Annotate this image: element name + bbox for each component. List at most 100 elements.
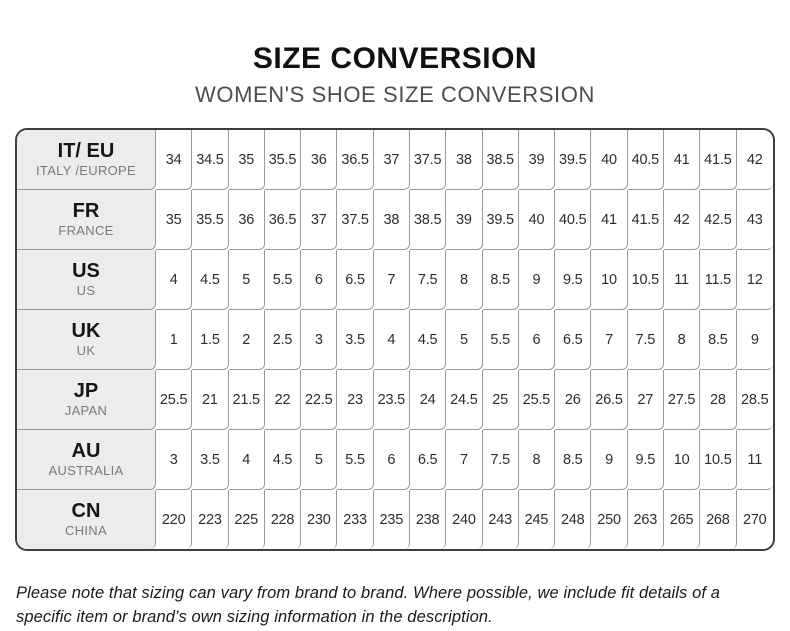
size-cell: 26.5 bbox=[591, 370, 628, 430]
size-cell: 9 bbox=[518, 250, 556, 310]
size-cell: 8 bbox=[518, 430, 556, 490]
size-cell: 12 bbox=[736, 250, 773, 310]
size-cell: 6.5 bbox=[409, 430, 447, 490]
size-cell: 38.5 bbox=[482, 130, 519, 190]
size-cell: 25 bbox=[482, 370, 519, 430]
size-cell: 38.5 bbox=[409, 190, 447, 250]
size-cell: 9.5 bbox=[555, 250, 592, 310]
size-cell: 37 bbox=[301, 190, 338, 250]
size-cell: 228 bbox=[265, 490, 302, 549]
region-name: FRANCE bbox=[58, 222, 114, 238]
region-name: UK bbox=[76, 342, 96, 358]
size-cell: 230 bbox=[301, 490, 338, 549]
size-cell: 21 bbox=[192, 370, 229, 430]
size-cell: 39.5 bbox=[482, 190, 519, 250]
size-cell: 4.5 bbox=[409, 310, 447, 370]
size-cell: 9 bbox=[591, 430, 628, 490]
size-cell: 10 bbox=[591, 250, 628, 310]
page-title: SIZE CONVERSION bbox=[252, 42, 538, 75]
size-cell: 41 bbox=[663, 130, 701, 190]
size-cell: 40.5 bbox=[627, 130, 664, 190]
region-code: CN bbox=[71, 499, 101, 522]
size-cell: 21.5 bbox=[228, 370, 265, 430]
size-cell: 240 bbox=[446, 490, 483, 549]
size-cell: 6 bbox=[518, 310, 556, 370]
size-cell: 37 bbox=[373, 130, 410, 190]
size-cell: 223 bbox=[192, 490, 229, 549]
region-code: IT/ EU bbox=[57, 139, 115, 162]
size-cell: 10 bbox=[663, 430, 701, 490]
size-cell: 39 bbox=[518, 130, 556, 190]
region-code: US bbox=[72, 259, 100, 282]
size-cell: 5 bbox=[228, 250, 265, 310]
table-row: JP JAPAN 25.5 21 21.5 22 22.5 23 23.5 24 24.5 25 25.… bbox=[17, 370, 773, 430]
size-cell: 7.5 bbox=[409, 250, 447, 310]
size-cell: 28.5 bbox=[736, 370, 773, 430]
size-cell: 3.5 bbox=[192, 430, 229, 490]
size-cell: 268 bbox=[700, 490, 737, 549]
size-cell: 225 bbox=[229, 490, 265, 549]
size-cell: 37.5 bbox=[337, 190, 374, 250]
size-cell: 8.5 bbox=[555, 430, 592, 490]
size-cell: 9.5 bbox=[627, 430, 664, 490]
size-cell: 25.5 bbox=[518, 370, 556, 430]
row-header-jp: JP JAPAN bbox=[17, 370, 156, 430]
row-header-au: AU AUSTRALIA bbox=[17, 430, 156, 490]
size-cell: 41 bbox=[591, 190, 628, 250]
size-cell: 7 bbox=[591, 310, 628, 370]
size-cell: 5.5 bbox=[482, 310, 519, 370]
size-cell: 36 bbox=[228, 190, 265, 250]
row-header-us: US US bbox=[17, 250, 156, 310]
region-code: JP bbox=[73, 379, 99, 402]
size-cell: 6 bbox=[373, 430, 410, 490]
size-cell: 235 bbox=[374, 490, 410, 549]
size-cell: 40 bbox=[518, 190, 556, 250]
row-header-uk: UK UK bbox=[17, 310, 156, 370]
size-cell: 220 bbox=[156, 490, 193, 549]
table-row: IT/ EU ITALY /EUROPE 34 34.5 35 35.5 36 36.5 37 3… bbox=[17, 130, 773, 190]
size-cell: 6.5 bbox=[337, 250, 374, 310]
size-cell: 39.5 bbox=[555, 130, 592, 190]
row-header-iteu: IT/ EU ITALY /EUROPE bbox=[17, 130, 156, 190]
size-cell: 7 bbox=[446, 430, 483, 490]
size-cell: 4 bbox=[373, 310, 410, 370]
size-cell: 35 bbox=[156, 190, 193, 250]
size-cell: 37.5 bbox=[409, 130, 447, 190]
size-cell: 4 bbox=[156, 250, 193, 310]
table-row: UK UK 1 1.5 2 2.5 3 3.5 4 4.5 5 5.5 6 6.5 7 7.5 8 8.5 9 bbox=[17, 310, 773, 370]
size-cell: 7.5 bbox=[627, 310, 664, 370]
size-cell: 41.5 bbox=[700, 130, 737, 190]
size-cell: 1 bbox=[156, 310, 193, 370]
size-cell: 34 bbox=[156, 130, 193, 190]
size-cell: 6 bbox=[301, 250, 338, 310]
region-name: AUSTRALIA bbox=[48, 462, 124, 478]
table-row: CN CHINA 220 223 225 228 230 233 235 238 240 243 245… bbox=[17, 490, 773, 549]
size-cell: 36.5 bbox=[337, 130, 374, 190]
row-header-fr: FR FRANCE bbox=[17, 190, 156, 250]
size-cell: 22 bbox=[264, 370, 302, 430]
size-cell: 5 bbox=[446, 310, 483, 370]
size-cell: 263 bbox=[628, 490, 664, 549]
size-cell: 233 bbox=[337, 490, 374, 549]
size-cell: 41.5 bbox=[627, 190, 664, 250]
size-cell: 8.5 bbox=[482, 250, 519, 310]
size-cell: 5.5 bbox=[264, 250, 302, 310]
size-cell: 27 bbox=[627, 370, 664, 430]
size-cell: 6.5 bbox=[555, 310, 592, 370]
size-cell: 42.5 bbox=[700, 190, 737, 250]
size-cell: 250 bbox=[591, 490, 628, 549]
size-cell: 8 bbox=[663, 310, 701, 370]
size-cell: 7 bbox=[373, 250, 410, 310]
size-cell: 3 bbox=[156, 430, 193, 490]
size-cell: 238 bbox=[410, 490, 447, 549]
size-cell: 38 bbox=[373, 190, 410, 250]
size-cell: 35.5 bbox=[192, 190, 229, 250]
size-cell: 4.5 bbox=[264, 430, 302, 490]
size-cell: 24 bbox=[409, 370, 447, 430]
sizing-disclaimer: Please note that sizing can vary from br… bbox=[16, 584, 720, 626]
size-table-frame: IT/ EU ITALY /EUROPE 34 34.5 35 35.5 36 36.5 37 3… bbox=[15, 128, 775, 551]
table-row: AU AUSTRALIA 3 3.5 4 4.5 5 5.5 6 6.5 7 7.5 8 8.5 9 9.5 1… bbox=[17, 430, 773, 490]
size-cell: 38 bbox=[446, 130, 483, 190]
page-subtitle: WOMEN'S SHOE SIZE CONVERSION bbox=[195, 82, 595, 107]
